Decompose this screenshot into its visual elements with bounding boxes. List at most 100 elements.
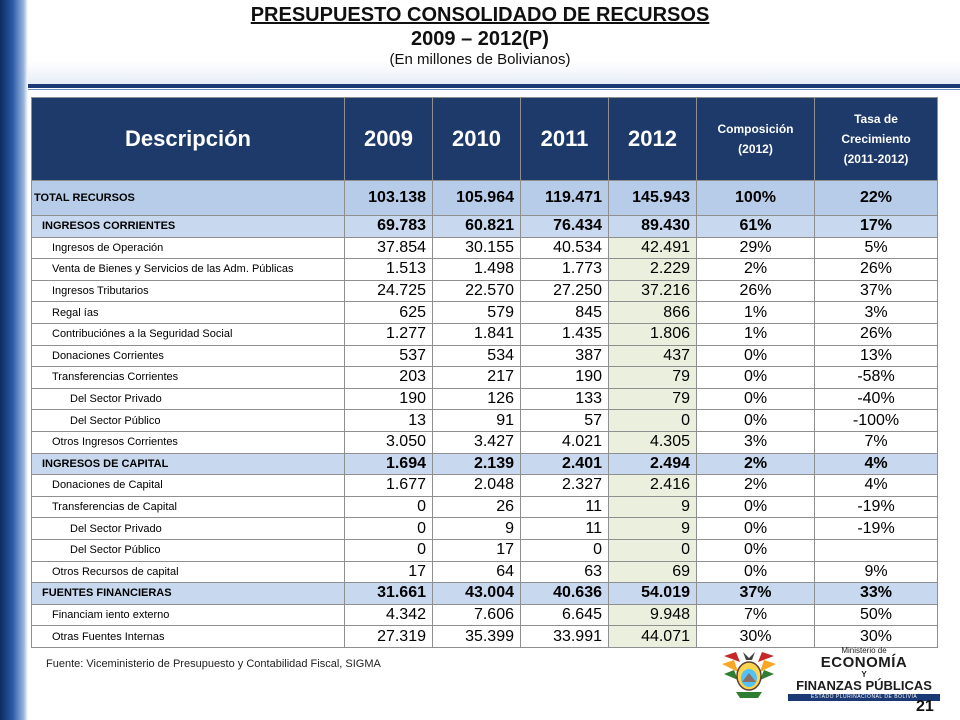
table-row: Financiam iento externo 4.342 7.606 6.645 9.… xyxy=(31,603,938,627)
value-2011: 33.991 xyxy=(520,625,609,648)
table-row: Ingresos Tributarios 24.725 22.570 27.250 37… xyxy=(31,279,938,303)
table-section-row: FUENTES FINANCIERAS 31.661 43.004 40.636 54.… xyxy=(31,582,938,605)
header-growth-line1: Tasa de xyxy=(854,112,898,126)
value-2012: 2.229 xyxy=(608,258,697,281)
table-total-row: TOTAL RECURSOS 103.138 105.964 119.471 145.9… xyxy=(31,180,938,216)
value-2012: 145.943 xyxy=(608,180,697,216)
value-2011: 2.327 xyxy=(520,474,609,497)
header-composition-line2: (2012) xyxy=(738,142,773,156)
value-2009: 3.050 xyxy=(344,430,433,454)
header-growth-line2: Crecimiento xyxy=(841,132,911,146)
header-growth-rate: Tasa de Crecimiento (2011-2012) xyxy=(814,97,938,181)
growth-rate: -100% xyxy=(814,409,938,432)
value-2009: 0 xyxy=(344,495,433,519)
row-description: Donaciones Corrientes xyxy=(31,344,345,368)
row-description: Otras Fuentes Internas xyxy=(31,625,345,648)
row-description: Transferencias Corrientes xyxy=(31,366,345,389)
table-row: Donaciones de Capital 1.677 2.048 2.327 2.41… xyxy=(31,474,938,497)
value-2012: 42.491 xyxy=(608,236,697,260)
growth-rate: -58% xyxy=(814,366,938,389)
growth-rate: 26% xyxy=(814,258,938,281)
growth-rate: -19% xyxy=(814,495,938,519)
composition-2012: 29% xyxy=(696,236,815,260)
value-2009: 1.677 xyxy=(344,474,433,497)
value-2011: 27.250 xyxy=(520,279,609,303)
value-2009: 24.725 xyxy=(344,279,433,303)
value-2012: 2.416 xyxy=(608,474,697,497)
value-2010: 35.399 xyxy=(432,625,521,648)
value-2010: 126 xyxy=(432,387,521,411)
growth-rate: 17% xyxy=(814,215,938,238)
value-2009: 0 xyxy=(344,538,433,562)
value-2011: 2.401 xyxy=(520,452,609,476)
value-2012: 866 xyxy=(608,301,697,324)
value-2010: 26 xyxy=(432,495,521,519)
value-2012: 4.305 xyxy=(608,430,697,454)
value-2012: 0 xyxy=(608,538,697,562)
ministry-line-5: ESTADO PLURINACIONAL DE BOLIVIA xyxy=(788,694,940,701)
value-2010: 2.139 xyxy=(432,452,521,476)
header-2010: 2010 xyxy=(432,97,521,181)
value-2010: 1.841 xyxy=(432,322,521,346)
value-2012: 0 xyxy=(608,409,697,432)
table-row: Transferencias Corrientes 203 217 190 79 0% -5… xyxy=(31,366,938,389)
value-2012: 9 xyxy=(608,517,697,540)
value-2011: 6.645 xyxy=(520,603,609,627)
value-2009: 31.661 xyxy=(344,582,433,605)
value-2009: 537 xyxy=(344,344,433,368)
table-row: Del Sector Público 13 91 57 0 0% -100% xyxy=(31,409,938,432)
value-2011: 76.434 xyxy=(520,215,609,238)
value-2009: 103.138 xyxy=(344,180,433,216)
value-2011: 1.435 xyxy=(520,322,609,346)
title-band xyxy=(28,0,960,86)
composition-2012: 0% xyxy=(696,517,815,540)
row-description: Transferencias de Capital xyxy=(31,495,345,519)
value-2011: 11 xyxy=(520,495,609,519)
value-2010: 217 xyxy=(432,366,521,389)
row-description: Ingresos de Operación xyxy=(31,236,345,260)
growth-rate: 7% xyxy=(814,430,938,454)
title-underline-bar xyxy=(28,84,960,88)
header-2009: 2009 xyxy=(344,97,433,181)
value-2012: 69 xyxy=(608,560,697,584)
growth-rate: 4% xyxy=(814,474,938,497)
growth-rate: 50% xyxy=(814,603,938,627)
row-description: Del Sector Privado xyxy=(31,517,345,540)
header-description: Descripción xyxy=(31,97,345,181)
row-description: Ingresos Tributarios xyxy=(31,279,345,303)
ministry-logo: Ministerio de ECONOMÍA Y FINANZAS PÚBLIC… xyxy=(718,646,940,702)
growth-rate: 33% xyxy=(814,582,938,605)
header-2012: 2012 xyxy=(608,97,697,181)
value-2010: 60.821 xyxy=(432,215,521,238)
value-2009: 625 xyxy=(344,301,433,324)
value-2011: 1.773 xyxy=(520,258,609,281)
growth-rate: -19% xyxy=(814,517,938,540)
row-description: FUENTES FINANCIERAS xyxy=(31,582,345,605)
value-2012: 79 xyxy=(608,387,697,411)
value-2010: 534 xyxy=(432,344,521,368)
table-row: Otros Recursos de capital 17 64 63 69 0% 9% xyxy=(31,560,938,584)
value-2010: 30.155 xyxy=(432,236,521,260)
value-2009: 203 xyxy=(344,366,433,389)
value-2011: 40.636 xyxy=(520,582,609,605)
growth-rate: 37% xyxy=(814,279,938,303)
composition-2012: 0% xyxy=(696,495,815,519)
header-2011: 2011 xyxy=(520,97,609,181)
row-description: Otros Ingresos Corrientes xyxy=(31,430,345,454)
composition-2012: 0% xyxy=(696,366,815,389)
composition-2012: 0% xyxy=(696,538,815,562)
table-row: Regal ías 625 579 845 866 1% 3% xyxy=(31,301,938,324)
ministry-line-2: ECONOMÍA xyxy=(820,654,908,671)
composition-2012: 26% xyxy=(696,279,815,303)
value-2012: 54.019 xyxy=(608,582,697,605)
row-description: TOTAL RECURSOS xyxy=(31,180,345,216)
table-row: Del Sector Privado 0 9 11 9 0% -19% xyxy=(31,517,938,540)
composition-2012: 37% xyxy=(696,582,815,605)
value-2012: 9.948 xyxy=(608,603,697,627)
header-growth-line3: (2011-2012) xyxy=(843,152,909,166)
left-decorative-bar xyxy=(0,0,28,720)
value-2011: 63 xyxy=(520,560,609,584)
value-2011: 11 xyxy=(520,517,609,540)
row-description: Del Sector Público xyxy=(31,409,345,432)
page-number: 21 xyxy=(916,698,934,715)
